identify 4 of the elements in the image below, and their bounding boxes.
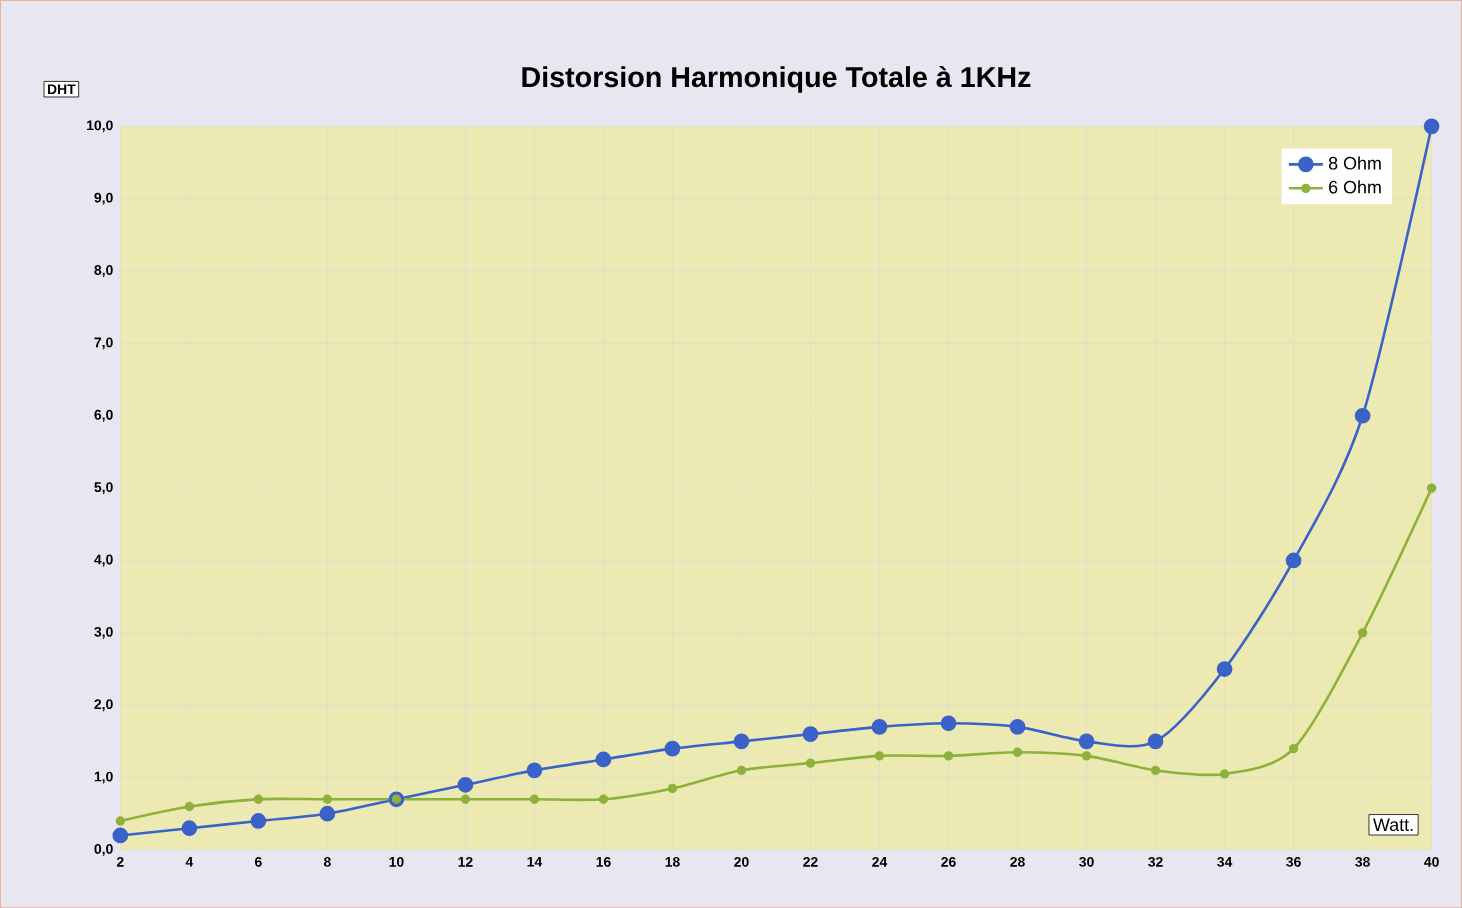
legend-label: 6 Ohm <box>1329 180 1381 194</box>
x-axis-title: Watt. <box>1373 818 1413 831</box>
legend-label: 8 Ohm <box>1328 156 1381 170</box>
chart-title: Distorsion Harmonique Totale à 1KHz <box>522 65 1031 93</box>
